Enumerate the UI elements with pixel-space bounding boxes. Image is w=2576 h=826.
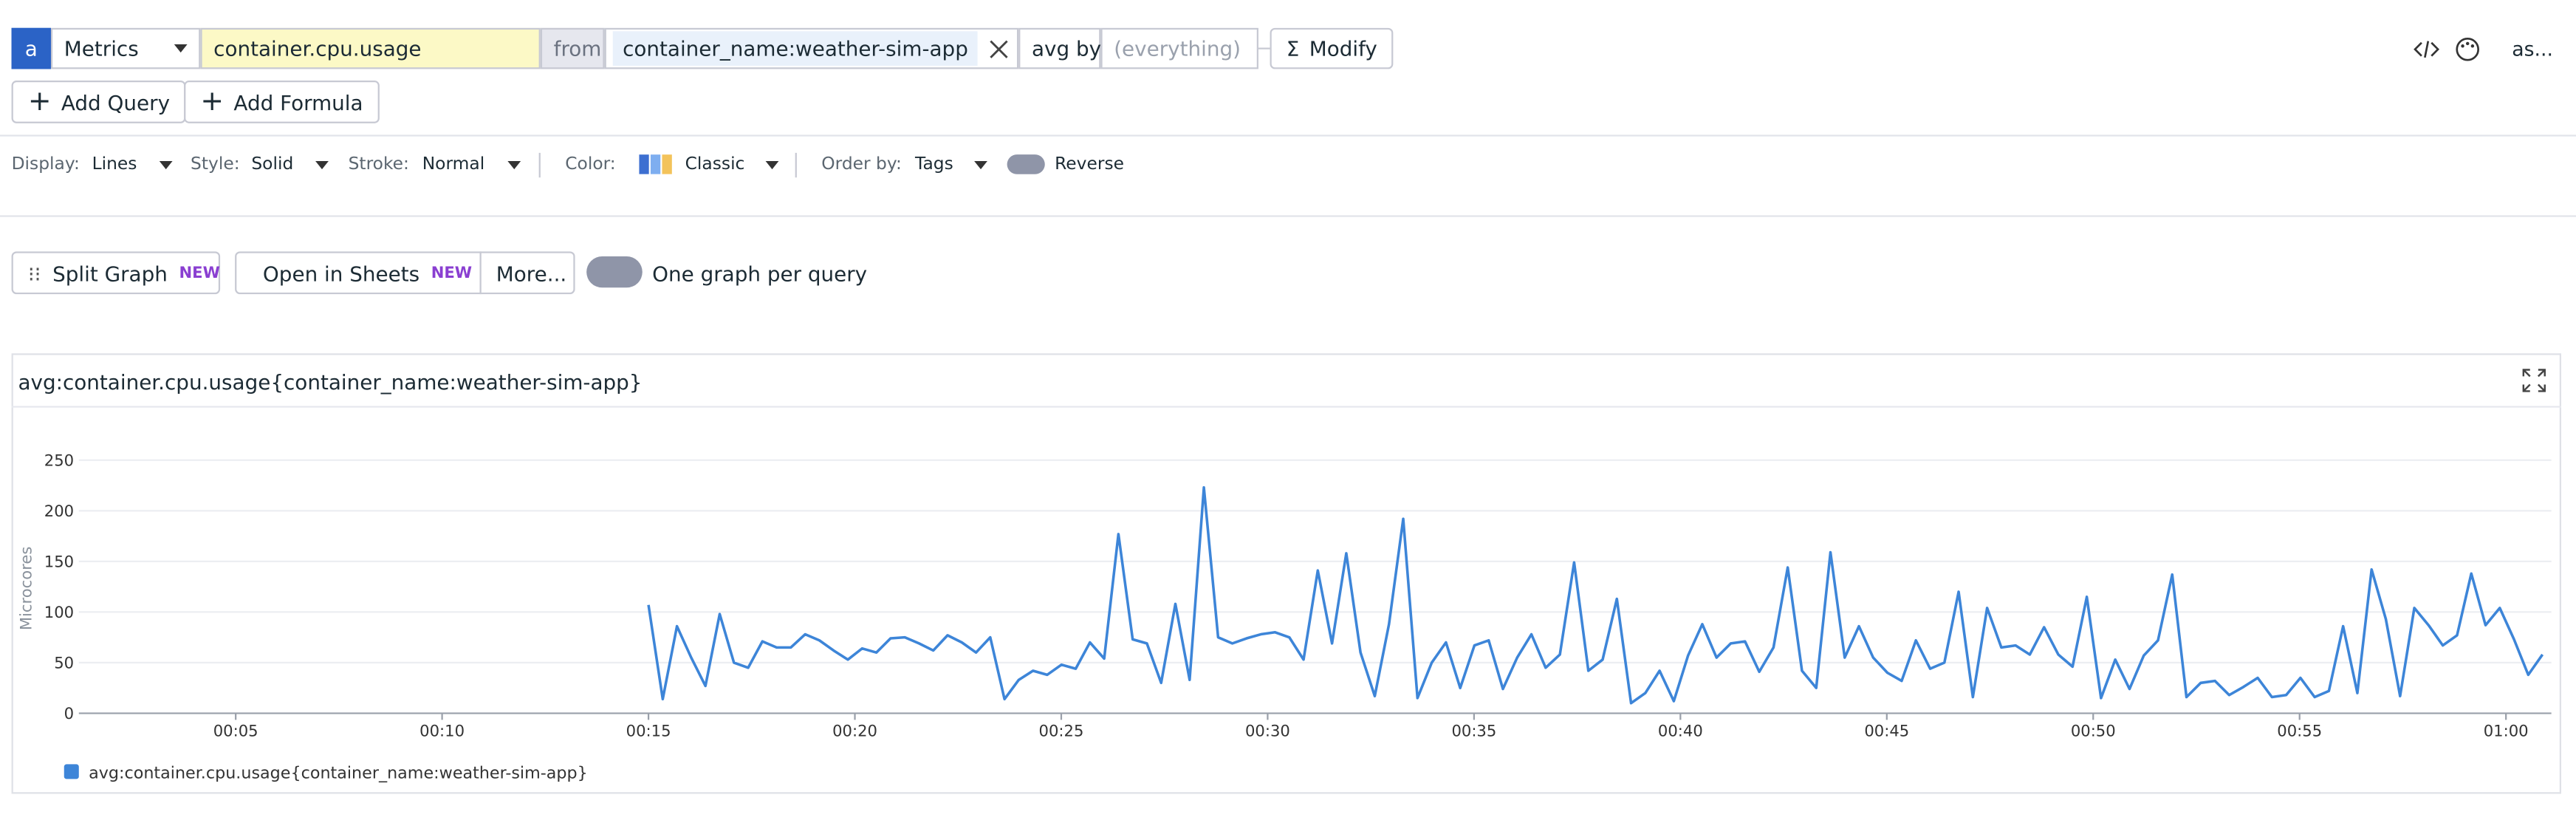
legend-swatch (64, 764, 79, 779)
graph-title: avg:container.cpu.usage{container_name:w… (18, 369, 643, 394)
graph-header (11, 353, 2561, 408)
expand-icon[interactable] (2522, 368, 2546, 392)
order-label: Order by: (821, 154, 902, 174)
stroke-label: Stroke: (348, 154, 409, 174)
separator (795, 152, 797, 178)
legend-label: avg:container.cpu.usage{container_name:w… (89, 763, 588, 782)
palette-swatch (639, 154, 672, 174)
display-label: Display: (11, 154, 80, 174)
x-tick-label: 00:10 (419, 722, 465, 740)
add-query-button[interactable]: + Add Query (11, 81, 187, 123)
y-tick-label: 100 (44, 603, 74, 621)
source-select[interactable]: Metrics (50, 27, 201, 69)
style-select[interactable]: Solid (251, 151, 328, 178)
divider (0, 215, 2576, 217)
caret (174, 44, 188, 53)
clear-icon[interactable] (987, 37, 1010, 60)
new-badge: NEW (431, 264, 473, 282)
color-value: Classic (685, 154, 745, 174)
x-tick-label: 00:15 (626, 722, 671, 740)
stroke-select[interactable]: Normal (422, 151, 521, 178)
reverse-toggle[interactable] (1007, 154, 1045, 174)
order-select[interactable]: Tags (915, 151, 988, 178)
x-tick-label: 00:25 (1039, 722, 1084, 740)
x-tick-label: 00:50 (2071, 722, 2116, 740)
split-graph-button[interactable]: ⁝⁝ Split Graph NEW (11, 251, 221, 295)
add-formula-button[interactable]: + Add Formula (184, 81, 380, 123)
x-tick-label: 00:05 (213, 722, 258, 740)
x-tick-label: 01:00 (2484, 722, 2529, 740)
display-select[interactable]: Lines (92, 151, 174, 178)
color-select[interactable]: Classic (685, 151, 780, 178)
filter-chip[interactable]: container_name:weather-sim-app (612, 31, 979, 66)
x-tick-label: 00:20 (832, 722, 877, 740)
modify-button[interactable]: Σ Modify (1270, 27, 1394, 69)
x-tick-label: 00:40 (1658, 722, 1703, 740)
filter-input[interactable]: container_name:weather-sim-app (604, 27, 1019, 69)
style-label: Style: (191, 154, 240, 174)
display-value: Lines (92, 154, 137, 174)
open-sheets-button[interactable]: Open in Sheets NEW (235, 251, 482, 295)
x-tick-label: 00:30 (1245, 722, 1290, 740)
separator (538, 152, 541, 178)
query-letter[interactable]: a (11, 27, 51, 69)
palette-icon[interactable] (2454, 36, 2481, 63)
modify: Modify (1309, 35, 1377, 61)
divider (0, 134, 2576, 137)
y-tick-label: 50 (54, 654, 74, 672)
overflow-menu[interactable]: as... (2512, 37, 2554, 61)
stroke-value: Normal (422, 154, 485, 174)
graph-panel (11, 353, 2561, 794)
sigma-icon: Σ (1286, 35, 1300, 61)
y-axis-label: Microcores (16, 547, 35, 631)
y-tick-label: 200 (44, 502, 74, 520)
y-tick-label: 150 (44, 553, 74, 571)
metric-input[interactable]: container.cpu.usage (200, 27, 541, 69)
metric: container.cpu.usage (213, 35, 422, 61)
new-badge: NEW (179, 264, 220, 282)
x-tick-label: 00:35 (1451, 722, 1496, 740)
x-tick-label: 00:45 (1864, 722, 1909, 740)
code-icon[interactable] (2414, 36, 2440, 63)
reverse-label: Reverse (1055, 154, 1125, 174)
from-label: from (540, 27, 605, 69)
series-line (647, 486, 2544, 705)
color-label: Color: (565, 154, 616, 174)
one-graph-label: One graph per query (652, 260, 868, 285)
y-tick-label: 250 (44, 451, 74, 470)
order-value: Tags (915, 154, 953, 174)
add-query: Add Query (61, 89, 171, 115)
one-graph-toggle[interactable] (586, 256, 643, 288)
more-button[interactable]: More... (479, 251, 575, 295)
x-tick-label: 00:55 (2277, 722, 2322, 740)
avg-by-label: avg by (1018, 27, 1101, 69)
open-sheets: Open in Sheets (262, 260, 420, 285)
connector (1258, 47, 1270, 50)
source: Metrics (64, 35, 139, 61)
y-tick-label: 0 (64, 704, 74, 723)
split-graph: Split Graph (52, 260, 168, 285)
add-formula: Add Formula (233, 89, 363, 115)
group-input[interactable]: (everything) (1100, 27, 1258, 69)
style-value: Solid (251, 154, 294, 174)
